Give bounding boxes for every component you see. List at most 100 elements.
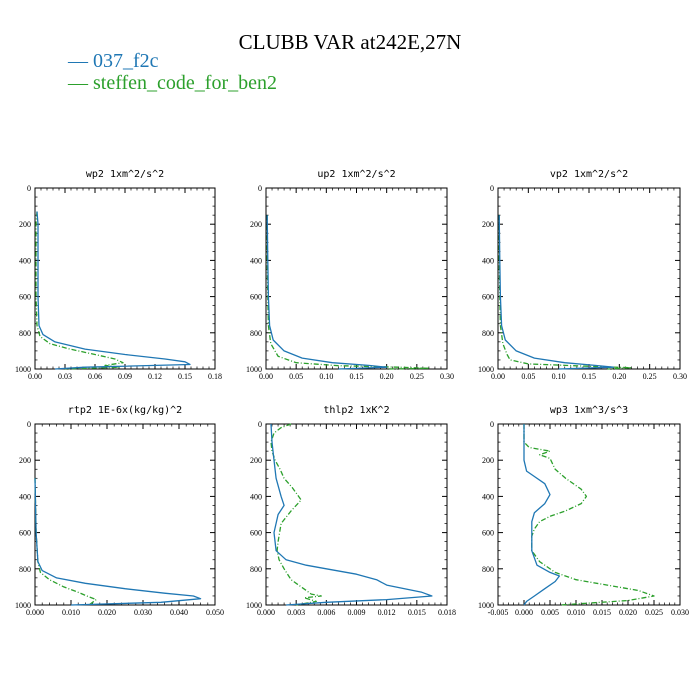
y-tick-label: 600 — [19, 529, 31, 538]
legend-entry-steffen-code: — steffen_code_for_ben2 — [68, 72, 278, 94]
panel-3: vp2 1xm^2/s^2 0.00 0.05 0.10 0.15 0.20 0.25 0.3… — [478, 169, 687, 381]
x-tick-label: 0.009 — [348, 608, 366, 617]
plot-frame — [497, 187, 681, 370]
y-tick-label: 200 — [482, 456, 494, 465]
x-tick-label: 0.00 — [491, 372, 505, 381]
x-tick-label: 0.15 — [350, 372, 364, 381]
y-tick-label: 0 — [27, 420, 31, 429]
y-tick-label: 1000 — [15, 365, 31, 374]
series-line-steffen-code — [523, 424, 655, 606]
y-tick-label: 0 — [258, 420, 262, 429]
x-tick-label: 0.03 — [58, 372, 72, 381]
y-tick-label: 1000 — [478, 365, 494, 374]
y-tick-label: 400 — [250, 492, 262, 501]
plot-frame — [497, 423, 681, 606]
x-tick-label: 0.15 — [582, 372, 596, 381]
figure-title: CLUBB VAR at242E,27N — [238, 30, 462, 54]
y-tick-label: 200 — [250, 220, 262, 229]
x-tick-label: 0.05 — [289, 372, 303, 381]
x-tick-label: 0.25 — [643, 372, 657, 381]
x-tick-label: 0.000 — [26, 608, 44, 617]
x-tick-label: 0.025 — [645, 608, 663, 617]
x-tick-label: 0.25 — [410, 372, 424, 381]
y-tick-label: 600 — [250, 293, 262, 302]
x-tick-label: 0.20 — [612, 372, 626, 381]
plot-frame — [34, 423, 216, 606]
y-tick-label: 800 — [250, 329, 262, 338]
y-tick-label: 1000 — [478, 601, 494, 610]
y-tick-label: 600 — [250, 529, 262, 538]
panel-title: up2 1xm^2/s^2 — [317, 169, 395, 180]
x-tick-label: 0.003 — [287, 608, 305, 617]
y-tick-label: 200 — [482, 220, 494, 229]
x-tick-label: 0.09 — [118, 372, 132, 381]
x-tick-label: 0.06 — [88, 372, 102, 381]
y-tick-label: 400 — [482, 256, 494, 265]
panel-6: wp3 1xm^3/s^3 -0.005 0.000 0.005 0.010 0.015 0… — [478, 405, 689, 617]
x-tick-label: 0.012 — [378, 608, 396, 617]
plot-frame — [34, 187, 216, 370]
y-tick-label: 1000 — [15, 601, 31, 610]
plot-frame — [265, 423, 448, 606]
y-tick-label: 1000 — [246, 601, 262, 610]
y-tick-label: 400 — [482, 492, 494, 501]
x-tick-label: 0.05 — [521, 372, 535, 381]
series-line-037-f2c — [498, 215, 614, 370]
panel-title: rtp2 1E-6x(kg/kg)^2 — [68, 405, 182, 416]
x-tick-label: 0.005 — [541, 608, 559, 617]
y-tick-label: 1000 — [246, 365, 262, 374]
plot-frame — [265, 187, 448, 370]
series-line-steffen-code — [34, 478, 97, 606]
x-tick-label: 0.018 — [438, 608, 456, 617]
y-tick-label: 400 — [250, 256, 262, 265]
panel-5: thlp2 1xK^2 0.000 0.003 0.006 0.009 0.012 0.01… — [246, 405, 456, 617]
y-tick-label: 0 — [490, 420, 494, 429]
panel-title: wp3 1xm^3/s^3 — [550, 405, 628, 416]
y-tick-label: 400 — [19, 492, 31, 501]
y-tick-label: 800 — [482, 329, 494, 338]
y-tick-label: 800 — [250, 565, 262, 574]
x-tick-label: 0.30 — [440, 372, 454, 381]
x-tick-label: 0.030 — [671, 608, 689, 617]
x-tick-label: -0.005 — [488, 608, 509, 617]
y-tick-label: 600 — [482, 529, 494, 538]
y-tick-label: 800 — [482, 565, 494, 574]
x-tick-label: 0.15 — [178, 372, 192, 381]
x-tick-label: 0.00 — [259, 372, 273, 381]
series-line-037-f2c — [270, 423, 433, 606]
x-tick-label: 0.040 — [170, 608, 188, 617]
series-line-steffen-code — [270, 423, 322, 606]
series-line-037-f2c — [266, 215, 388, 370]
x-tick-label: 0.18 — [208, 372, 222, 381]
x-tick-label: 0.12 — [148, 372, 162, 381]
series-line-037-f2c — [36, 211, 191, 370]
x-tick-label: 0.010 — [62, 608, 80, 617]
x-tick-label: 0.020 — [98, 608, 116, 617]
x-tick-label: 0.020 — [619, 608, 637, 617]
x-tick-label: 0.10 — [552, 372, 566, 381]
x-tick-label: 0.10 — [319, 372, 333, 381]
panel-title: vp2 1xm^2/s^2 — [550, 169, 628, 180]
panel-4: rtp2 1E-6x(kg/kg)^2 0.000 0.010 0.020 0.030 0… — [15, 405, 224, 617]
series-line-steffen-code — [266, 215, 430, 370]
panel-1: wp2 1xm^2/s^2 0.00 0.03 0.06 0.09 0.12 0.15 0.1… — [15, 169, 222, 381]
series-line-037-f2c — [34, 478, 202, 606]
y-tick-label: 0 — [27, 184, 31, 193]
x-tick-label: 0.006 — [317, 608, 335, 617]
x-tick-label: 0.000 — [257, 608, 275, 617]
y-tick-label: 200 — [19, 220, 31, 229]
x-tick-label: 0.00 — [28, 372, 42, 381]
y-tick-label: 800 — [19, 329, 31, 338]
series-line-steffen-code — [35, 211, 124, 370]
series-line-037-f2c — [523, 424, 561, 606]
x-tick-label: 0.20 — [380, 372, 394, 381]
x-tick-label: 0.015 — [408, 608, 426, 617]
y-tick-label: 400 — [19, 256, 31, 265]
x-tick-label: 0.030 — [134, 608, 152, 617]
x-tick-label: 0.050 — [206, 608, 224, 617]
panel-title: wp2 1xm^2/s^2 — [86, 169, 164, 180]
legend-entry-037-f2c: — 037_f2c — [68, 50, 159, 72]
x-tick-label: 0.000 — [515, 608, 533, 617]
y-tick-label: 600 — [482, 293, 494, 302]
